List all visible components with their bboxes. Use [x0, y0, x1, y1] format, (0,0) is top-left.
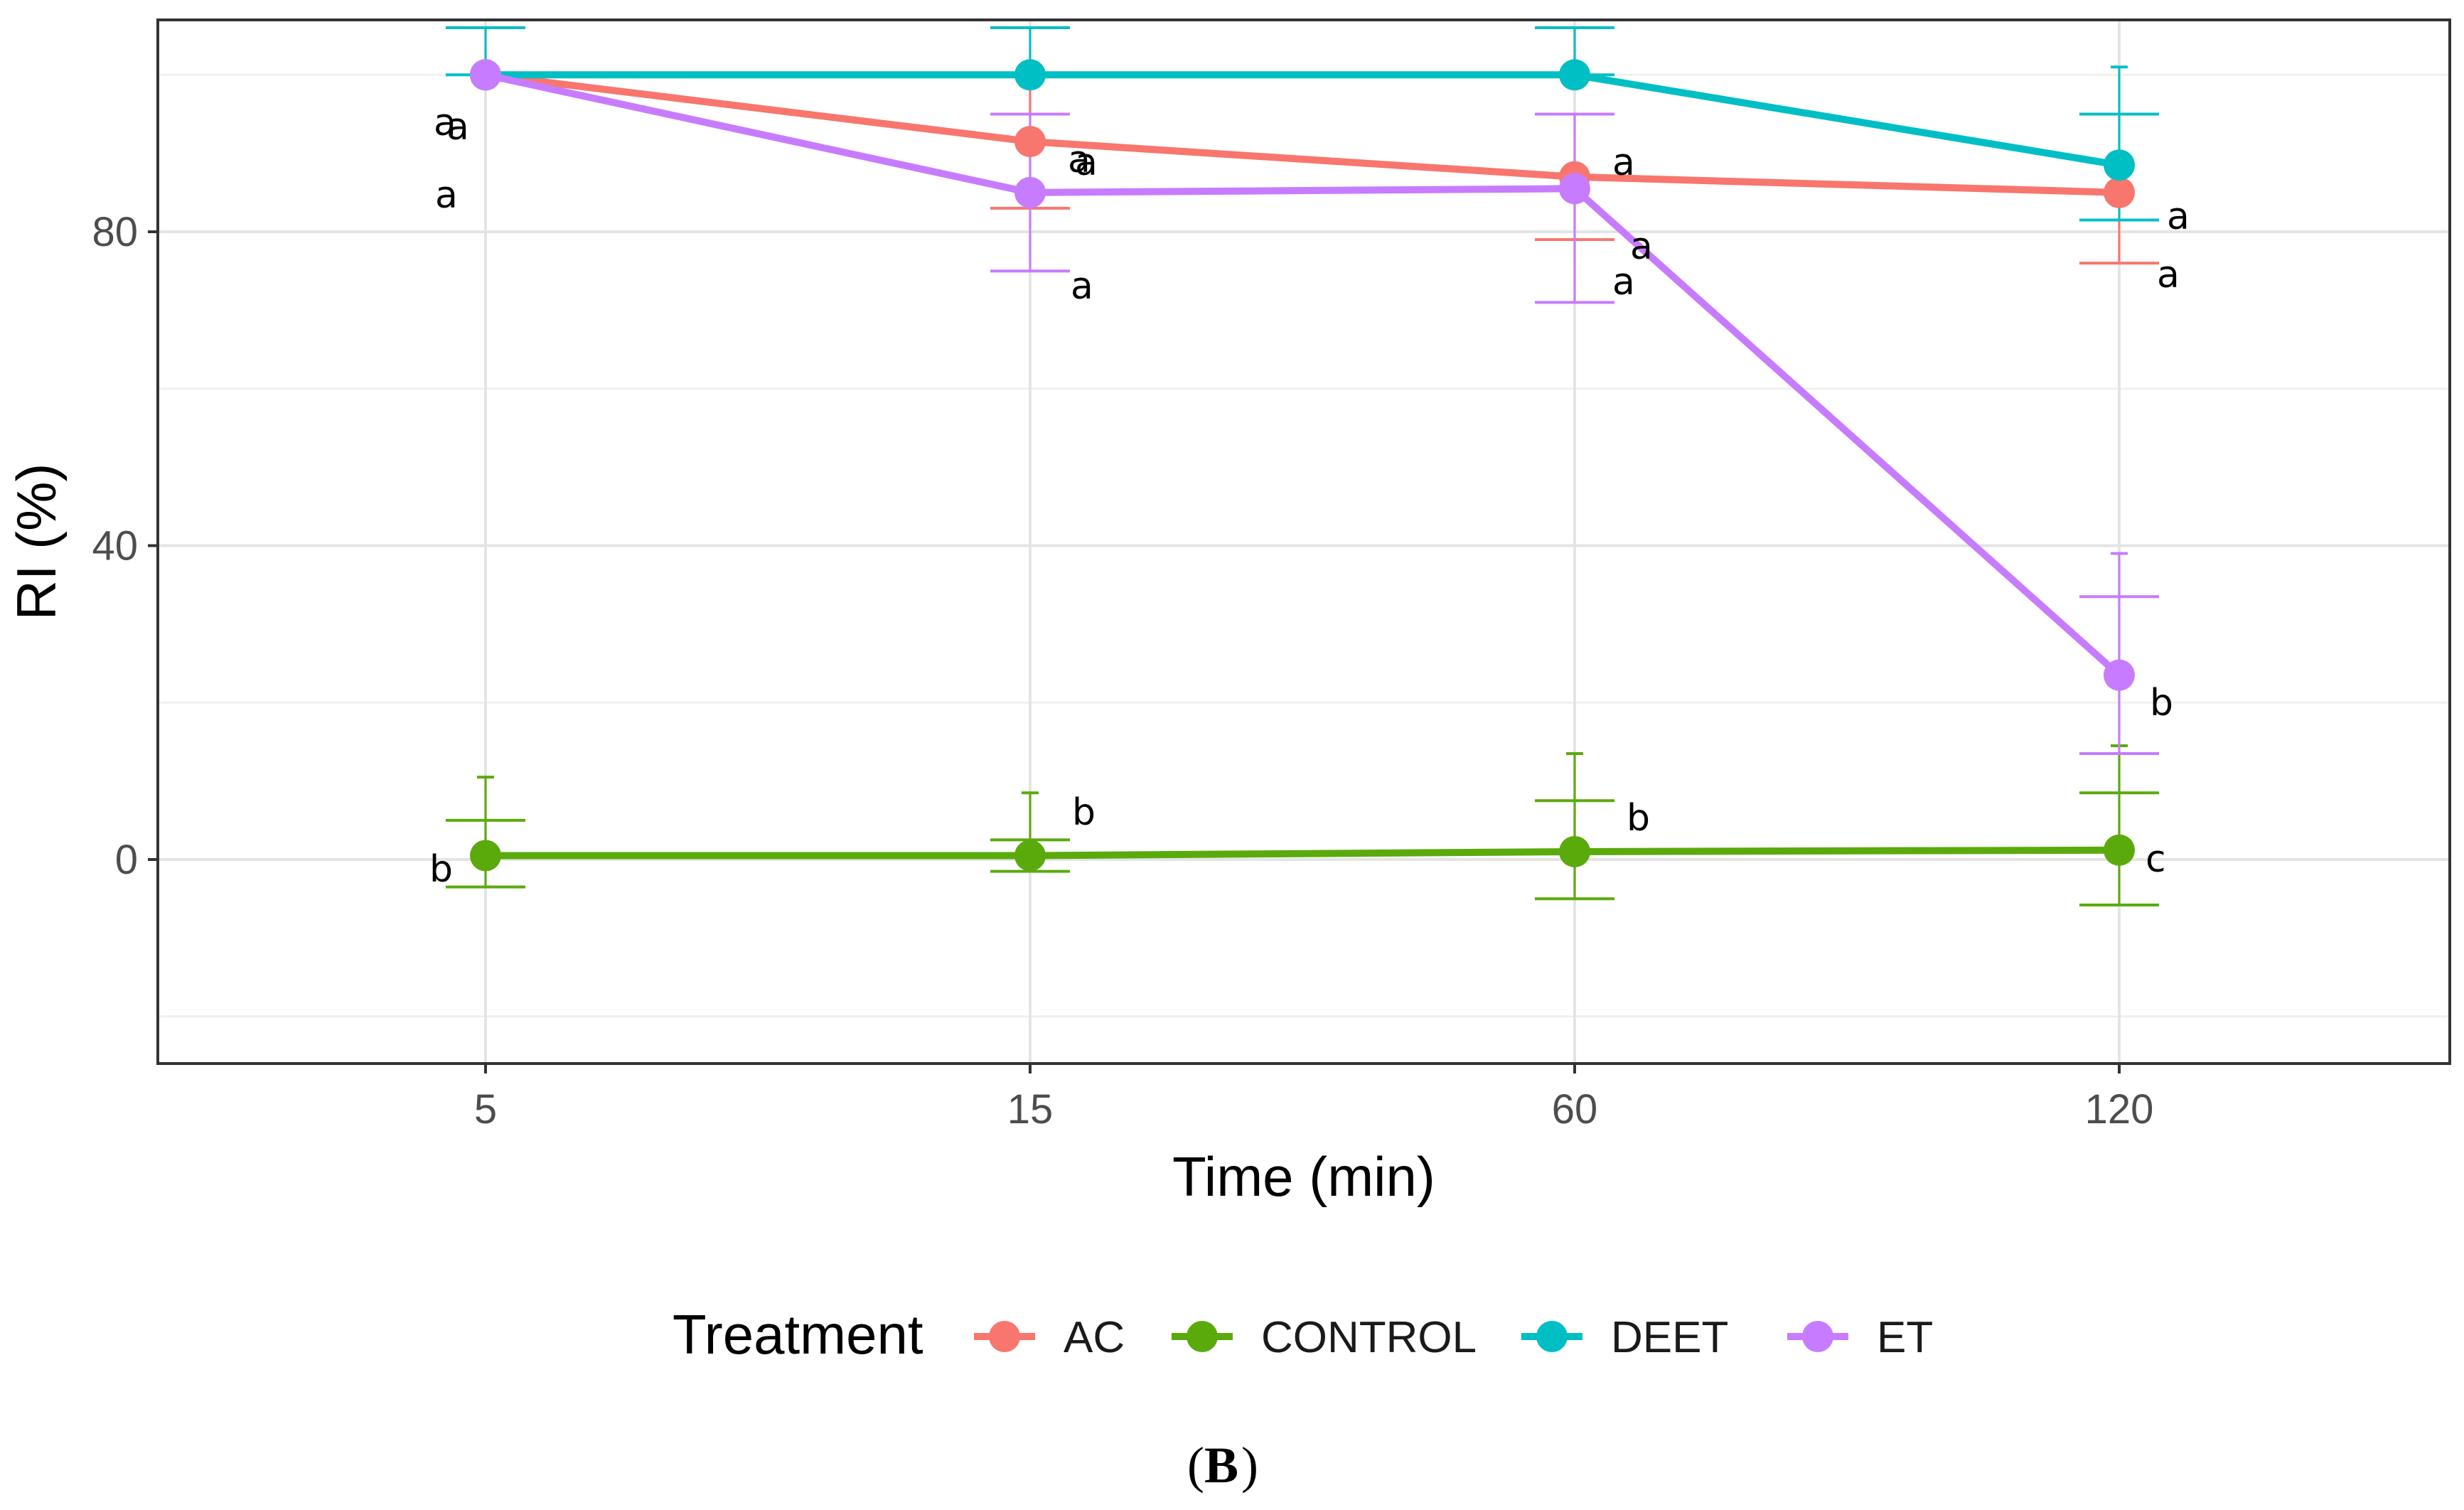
- sig-letter-et: a: [1071, 265, 1093, 308]
- series-line-et: [484, 71, 2122, 678]
- sig-letter-ac: a: [2157, 254, 2180, 296]
- x-tick-label: 15: [1007, 1086, 1054, 1132]
- series-lines: [484, 71, 2122, 860]
- x-tick-label: 60: [1552, 1086, 1598, 1132]
- legend: Treatment AC CONTROL DEET ET: [673, 1303, 1933, 1366]
- sig-letter-control: b: [429, 848, 453, 891]
- legend-label-deet: DEET: [1611, 1313, 1728, 1362]
- panel-caption: ( B ): [1187, 1437, 1258, 1494]
- sig-letter-deet: a: [434, 102, 456, 144]
- data-point-ac: [1014, 126, 1046, 158]
- data-points: [470, 59, 2135, 872]
- sig-letter-ac: a: [1075, 141, 1098, 184]
- data-point-et: [1559, 173, 1590, 205]
- data-point-deet: [1559, 59, 1590, 91]
- sig-letter-control: b: [1627, 797, 1650, 840]
- x-axis-ticks: 5 15 60 120: [474, 1064, 2154, 1132]
- grid: [158, 20, 2450, 1064]
- sig-letter-control: c: [2146, 838, 2166, 881]
- data-point-control: [2104, 834, 2135, 866]
- y-tick-label: 0: [115, 837, 138, 883]
- sig-letter-deet: a: [1612, 141, 1635, 184]
- series-line-ac: [485, 71, 2120, 196]
- legend-label-et: ET: [1877, 1313, 1933, 1362]
- y-tick-label: 80: [92, 209, 138, 255]
- legend-label-control: CONTROL: [1261, 1313, 1477, 1362]
- data-point-ac: [2104, 176, 2135, 208]
- y-axis-ticks: 0 40 80: [92, 209, 158, 883]
- x-tick-label: 120: [2085, 1086, 2154, 1132]
- legend-key-point-et: [1802, 1321, 1833, 1352]
- data-point-control: [470, 840, 501, 872]
- sig-letter-et: b: [2150, 682, 2173, 724]
- legend-key-point-ac: [989, 1321, 1020, 1352]
- panel-caption-close-paren: ): [1241, 1437, 1258, 1494]
- legend-label-ac: AC: [1064, 1313, 1125, 1362]
- sig-letter-ac: a: [446, 106, 469, 149]
- legend-title: Treatment: [673, 1303, 923, 1366]
- x-tick-label: 5: [474, 1086, 497, 1132]
- legend-key-point-control: [1187, 1321, 1218, 1352]
- series-line-control: [486, 846, 2120, 860]
- data-point-control: [1559, 835, 1590, 867]
- sig-letter-control: b: [1072, 791, 1096, 834]
- data-point-et: [2104, 659, 2135, 691]
- sig-letter-et: a: [435, 174, 458, 217]
- sig-letter-deet: a: [1068, 139, 1091, 181]
- data-point-et: [1014, 176, 1046, 208]
- sig-letter-ac: a: [1630, 225, 1653, 268]
- data-point-deet: [1014, 59, 1046, 91]
- series-line-deet: [486, 71, 2120, 169]
- y-axis-title: RI (%): [5, 464, 68, 621]
- legend-key-point-deet: [1536, 1321, 1568, 1352]
- x-axis-title: Time (min): [1172, 1145, 1435, 1208]
- panel-caption-open-paren: (: [1187, 1437, 1204, 1494]
- panel-label: B: [1204, 1437, 1238, 1494]
- data-point-control: [1014, 840, 1046, 872]
- plot-panel-border: [156, 18, 2451, 1065]
- y-tick-label: 40: [92, 523, 138, 569]
- data-point-deet: [2104, 149, 2135, 181]
- sig-letter-deet: a: [2167, 196, 2190, 238]
- sig-letter-et: a: [1612, 261, 1635, 304]
- data-point-et: [470, 59, 501, 91]
